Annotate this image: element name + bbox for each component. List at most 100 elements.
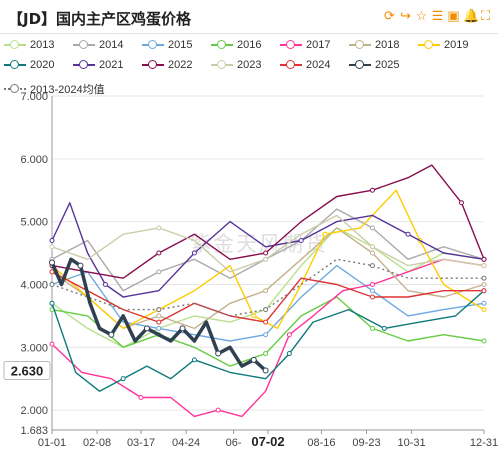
refresh-icon[interactable]: ⟳	[384, 8, 395, 23]
data-point-2018	[369, 250, 375, 256]
y-tick-label: 7.000	[20, 91, 48, 103]
x-tick-label: 07-02	[251, 434, 284, 449]
legend-marker-icon	[349, 59, 371, 71]
data-point-2020	[381, 325, 387, 331]
data-point-2014	[369, 225, 375, 231]
legend-label: 2023	[237, 59, 262, 71]
legend-label: 2021	[99, 59, 124, 71]
x-tick-label: 10-31	[398, 437, 426, 449]
data-point-2024	[156, 319, 162, 325]
legend-item-2019[interactable]: 2019	[418, 37, 468, 53]
data-point-2015	[481, 300, 487, 306]
data-point-2013-2024均值	[481, 275, 487, 281]
bell-icon[interactable]: 🔔	[463, 8, 480, 23]
legend-item-2016[interactable]: 2016	[211, 37, 261, 53]
data-point-2020	[49, 300, 55, 306]
data-point-2017	[49, 341, 55, 347]
legend-label: 2014	[99, 39, 124, 51]
data-point-2025	[215, 350, 222, 357]
legend-marker-icon	[280, 59, 302, 71]
legend-marker-icon	[349, 39, 371, 51]
data-point-2023	[49, 244, 55, 250]
y-tick-label: 5.000	[20, 217, 48, 229]
legend-item-2018[interactable]: 2018	[349, 37, 399, 53]
data-point-2025	[143, 325, 150, 332]
data-point-2018	[156, 313, 162, 319]
legend-item-2022[interactable]: 2022	[142, 57, 192, 73]
data-point-2019	[322, 231, 328, 237]
data-point-2024	[49, 269, 55, 275]
data-point-2023	[156, 225, 162, 231]
legend-marker-icon	[73, 39, 95, 51]
legend-item-2023[interactable]: 2023	[211, 57, 261, 73]
data-point-2025	[250, 356, 257, 363]
legend-item-2014[interactable]: 2014	[73, 37, 123, 53]
series-line-2025	[50, 257, 267, 372]
y-tick-label: 6.000	[20, 154, 48, 166]
data-point-2021	[49, 237, 55, 243]
legend-item-2013-2024均值[interactable]: 2013-2024均值	[4, 81, 105, 97]
data-point-2016	[481, 338, 487, 344]
x-tick-label: 08-16	[307, 437, 335, 449]
data-point-2021	[298, 237, 304, 243]
data-point-2018	[481, 281, 487, 287]
data-point-2018	[263, 288, 269, 294]
legend-label: 2018	[375, 39, 400, 51]
data-point-2023	[369, 244, 375, 250]
data-point-2025	[77, 262, 84, 269]
series-line-2017	[51, 258, 485, 418]
series-line-2020	[51, 290, 485, 392]
legend-item-2017[interactable]: 2017	[280, 37, 330, 53]
legend-marker-icon	[280, 39, 302, 51]
legend-item-2020[interactable]: 2020	[4, 57, 54, 73]
legend-item-2025[interactable]: 2025	[349, 57, 399, 73]
list-icon[interactable]: ☰	[431, 8, 444, 23]
data-point-2025	[108, 331, 115, 338]
x-tick-label: 09-23	[352, 437, 380, 449]
chart-title: 【JD】国内主产区鸡蛋价格	[8, 10, 192, 28]
legend-marker-icon	[142, 39, 164, 51]
data-point-2024	[369, 294, 375, 300]
star-icon[interactable]: ☆	[415, 8, 428, 23]
legend-item-2021[interactable]: 2021	[73, 57, 123, 73]
legend-marker-icon	[418, 39, 440, 51]
x-tick-label: 01-01	[38, 437, 66, 449]
data-point-2024	[263, 319, 269, 325]
legend-marker-icon	[211, 59, 233, 71]
share-icon[interactable]: ↪	[400, 8, 411, 23]
x-tick-label: 12-31	[470, 437, 498, 449]
fullscreen-icon[interactable]: ⛶	[480, 8, 491, 23]
title-bar: 【JD】国内主产区鸡蛋价格 ⟳ ↪ ☆ ☰ ▣ 🔔 ⛶	[0, 0, 498, 34]
series-line-2021	[51, 202, 485, 298]
y-tick-label: 4.000	[20, 279, 48, 291]
data-point-2023	[481, 263, 487, 269]
data-point-2020	[286, 351, 292, 357]
x-tick-label: 04-24	[172, 437, 200, 449]
legend-marker-icon	[211, 39, 233, 51]
legend-label: 2019	[444, 39, 469, 51]
data-point-2017	[286, 332, 292, 338]
data-point-2017	[369, 281, 375, 287]
x-tick-label: 03-17	[127, 437, 155, 449]
data-point-2015	[156, 325, 162, 331]
legend-label: 2015	[168, 39, 193, 51]
series-line-2022	[51, 164, 485, 279]
data-point-2024	[481, 288, 487, 294]
x-tick-label: 06-	[226, 437, 242, 449]
legend-item-2024[interactable]: 2024	[280, 57, 330, 73]
data-point-2021	[102, 281, 108, 287]
data-point-2019	[481, 307, 487, 313]
data-point-2014	[156, 269, 162, 275]
y-tick-label: 2.000	[20, 405, 48, 417]
y-tick-label: 3.000	[20, 342, 48, 354]
legend-item-2015[interactable]: 2015	[142, 37, 192, 53]
legend-label: 2017	[306, 39, 331, 51]
data-point-2021	[191, 250, 197, 256]
current-value-label: 2.630	[11, 364, 44, 379]
legend-marker-icon	[4, 83, 26, 95]
toolbar: ⟳ ↪ ☆ ☰ ▣ 🔔 ⛶	[383, 8, 492, 24]
data-point-2017	[215, 407, 221, 413]
image-icon[interactable]: ▣	[447, 8, 460, 23]
legend-item-2013[interactable]: 2013	[4, 37, 54, 53]
